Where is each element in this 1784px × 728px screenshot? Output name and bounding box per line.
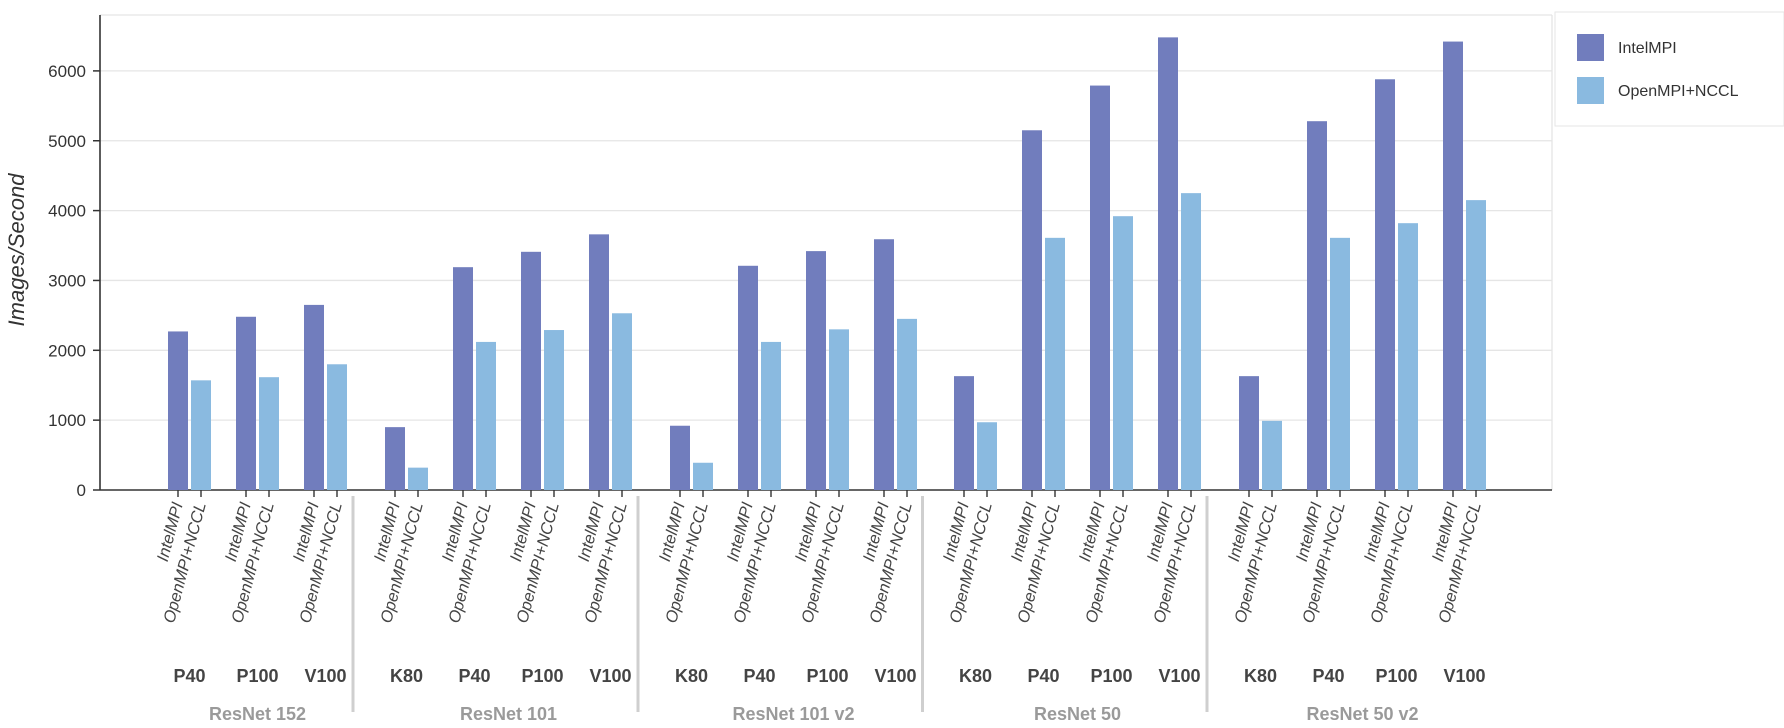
bar-openmpi-nccl (761, 341, 781, 490)
bar-intelmpi (1090, 85, 1110, 491)
y-tick-label: 6000 (48, 62, 86, 81)
bar-openmpi-nccl (1466, 200, 1486, 490)
bar-intelmpi (521, 251, 541, 490)
y-tick-label: 2000 (48, 341, 86, 360)
y-tick-label: 4000 (48, 202, 86, 221)
model-label: ResNet 152 (209, 704, 306, 724)
model-label: ResNet 101 (460, 704, 557, 724)
gpu-label: P40 (1027, 666, 1059, 686)
bar-openmpi-nccl (1398, 223, 1418, 490)
gpu-label: P100 (1375, 666, 1417, 686)
bar-openmpi-nccl (897, 318, 917, 490)
bar-openmpi-nccl (408, 467, 428, 490)
gpu-label: P100 (806, 666, 848, 686)
bar-intelmpi (874, 239, 894, 490)
bar-intelmpi (670, 425, 690, 490)
model-label: ResNet 50 (1034, 704, 1121, 724)
bar-openmpi-nccl (612, 313, 632, 490)
bar-intelmpi (236, 316, 256, 490)
legend-box (1554, 11, 1784, 127)
bar-intelmpi (1022, 130, 1042, 490)
gpu-label: P100 (1090, 666, 1132, 686)
y-tick-label: 1000 (48, 411, 86, 430)
bar-openmpi-nccl (259, 377, 279, 490)
legend-swatch (1577, 34, 1604, 61)
bar-openmpi-nccl (327, 364, 347, 490)
gpu-label: P100 (236, 666, 278, 686)
gpu-label: P40 (1312, 666, 1344, 686)
bar-openmpi-nccl (1262, 420, 1282, 490)
bar-openmpi-nccl (1330, 237, 1350, 490)
bar-intelmpi (1239, 376, 1259, 490)
bar-intelmpi (954, 376, 974, 490)
gpu-label: V100 (304, 666, 346, 686)
gpu-label: P40 (173, 666, 205, 686)
gpu-label: V100 (1158, 666, 1200, 686)
bar-openmpi-nccl (544, 330, 564, 490)
legend-label: IntelMPI (1618, 40, 1677, 57)
bar-openmpi-nccl (191, 380, 211, 490)
gpu-label: P40 (743, 666, 775, 686)
legend-swatch (1577, 77, 1604, 104)
bar-openmpi-nccl (476, 341, 496, 490)
bar-intelmpi (1307, 121, 1327, 490)
gpu-label: P100 (521, 666, 563, 686)
bar-openmpi-nccl (1181, 193, 1201, 490)
gpu-label: K80 (959, 666, 992, 686)
gpu-label: K80 (1244, 666, 1277, 686)
gpu-label: V100 (1443, 666, 1485, 686)
y-tick-label: 0 (77, 481, 86, 500)
legend-label: OpenMPI+NCCL (1618, 83, 1739, 100)
bar-intelmpi (1158, 37, 1178, 490)
gpu-label: P40 (458, 666, 490, 686)
y-tick-label: 3000 (48, 271, 86, 290)
gpu-label: V100 (874, 666, 916, 686)
gpu-label: V100 (589, 666, 631, 686)
bar-intelmpi (304, 304, 324, 490)
bar-intelmpi (738, 265, 758, 490)
gpu-label: K80 (675, 666, 708, 686)
bar-intelmpi (806, 251, 826, 490)
gpu-label: K80 (390, 666, 423, 686)
y-axis-label: Images/Second (4, 173, 29, 327)
bar-intelmpi (385, 427, 405, 490)
legend: IntelMPI OpenMPI+NCCL (1554, 11, 1784, 127)
bar-intelmpi (453, 267, 473, 490)
bar-openmpi-nccl (977, 422, 997, 490)
bar-openmpi-nccl (693, 462, 713, 490)
y-tick-label: 5000 (48, 132, 86, 151)
bar-intelmpi (1375, 79, 1395, 491)
bar-openmpi-nccl (1045, 237, 1065, 490)
bars (168, 37, 1486, 491)
bar-intelmpi (589, 234, 609, 490)
bar-openmpi-nccl (1113, 216, 1133, 491)
bar-openmpi-nccl (829, 329, 849, 490)
bar-intelmpi (1443, 41, 1463, 491)
model-label: ResNet 50 v2 (1306, 704, 1418, 724)
bar-intelmpi (168, 331, 188, 490)
model-label: ResNet 101 v2 (732, 704, 854, 724)
